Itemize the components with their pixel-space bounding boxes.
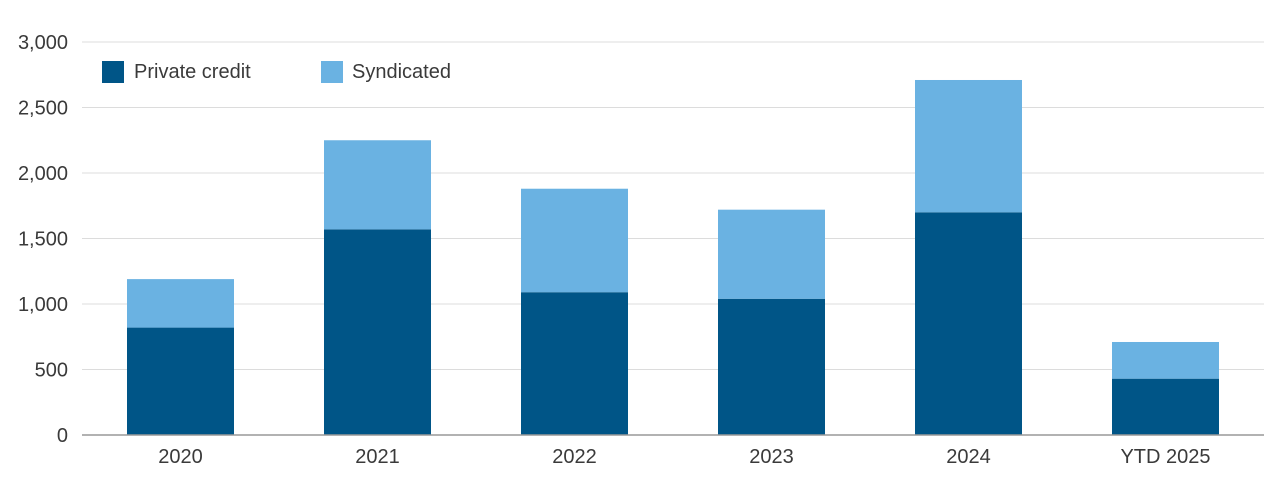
y-tick-label: 2,000: [18, 163, 68, 185]
bar-private-credit: [915, 212, 1022, 435]
y-tick-label: 3,000: [18, 32, 68, 54]
y-tick-label: 2,500: [18, 98, 68, 120]
bar-private-credit: [521, 292, 628, 435]
x-tick-label: 2021: [355, 446, 400, 468]
x-tick-label: 2020: [158, 446, 203, 468]
bar-private-credit: [324, 229, 431, 435]
bar-syndicated: [915, 79, 1022, 213]
bar-private-credit: [718, 298, 825, 435]
y-tick-label: 1,500: [18, 229, 68, 251]
y-tick-label: 0: [57, 425, 68, 447]
x-tick-label: YTD 2025: [1120, 446, 1210, 468]
y-tick-label: 500: [35, 360, 68, 382]
x-axis-tick-labels: 2020 2021 2022 2023 2024 YTD 2025: [158, 446, 1210, 468]
legend-label-syndicated: Syndicated: [352, 61, 451, 83]
legend: Private credit Syndicated: [102, 61, 451, 83]
bar-syndicated: [718, 209, 825, 299]
x-tick-label: 2024: [946, 446, 991, 468]
bar-private-credit: [127, 327, 234, 435]
legend-swatch-syndicated: [321, 61, 343, 83]
bar-syndicated: [521, 188, 628, 293]
legend-label-private-credit: Private credit: [134, 61, 251, 83]
x-tick-label: 2023: [749, 446, 794, 468]
bar-syndicated: [127, 279, 234, 328]
bars: [127, 79, 1219, 435]
gridlines: [82, 41, 1264, 370]
bar-private-credit: [1112, 378, 1219, 435]
legend-swatch-private-credit: [102, 61, 124, 83]
y-tick-label: 1,000: [18, 294, 68, 316]
bar-syndicated: [324, 140, 431, 230]
bar-syndicated: [1112, 341, 1219, 379]
y-axis-tick-labels: 0 500 1,000 1,500 2,000 2,500 3,000: [18, 32, 68, 447]
x-tick-label: 2022: [552, 446, 597, 468]
